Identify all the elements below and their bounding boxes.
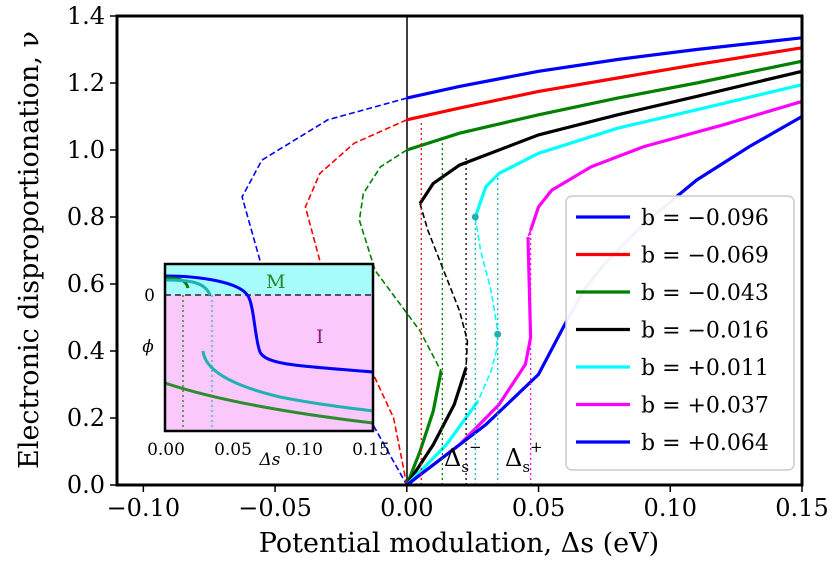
inset-xlabel: Δs — [258, 450, 280, 470]
inset-xtick-label: 0.10 — [285, 440, 323, 460]
x-tick-label: −0.10 — [107, 494, 181, 522]
series-stable-branch — [418, 69, 802, 205]
inset-xtick-label: 0.00 — [147, 440, 185, 460]
x-tick-label: 0.00 — [380, 494, 433, 522]
series-stable-branch — [406, 36, 802, 100]
series-unstable-branch — [241, 97, 408, 485]
x-tick-label: 0.15 — [775, 494, 828, 522]
inset-xtick-label: 0.05 — [214, 440, 252, 460]
y-axis: 0.0 0.2 0.4 0.6 0.8 1.0 1.2 1.4 — [67, 2, 117, 499]
legend-label: b = +0.011 — [641, 356, 769, 381]
inset-insulator-region — [165, 295, 373, 431]
legend-label: b = +0.064 — [641, 431, 769, 456]
series-stable-branch — [529, 99, 802, 231]
series-unstable-branch — [358, 149, 442, 372]
inset-insulator-label: I — [316, 326, 324, 348]
legend-label: b = −0.096 — [641, 206, 769, 231]
inset-blue-curve — [165, 274, 373, 374]
x-tick-label: −0.05 — [238, 494, 312, 522]
series-lower-branch — [405, 400, 480, 485]
y-tick-label: 1.0 — [67, 136, 105, 164]
legend-label: b = −0.016 — [641, 319, 769, 344]
plot-area — [241, 16, 802, 485]
x-axis: −0.10 −0.05 0.00 0.05 0.10 0.15 — [107, 485, 829, 522]
turning-point-marker — [494, 330, 502, 338]
turning-point-marker — [471, 213, 479, 221]
y-axis-title: Electronic disproportionation, ν — [14, 31, 45, 469]
legend-label: b = +0.037 — [641, 394, 769, 419]
inset-metal-region — [165, 264, 373, 295]
inset-cyan-curve-bottom — [201, 350, 373, 413]
series-unstable-branch — [527, 230, 532, 238]
x-tick-label: 0.05 — [512, 494, 565, 522]
legend-label: b = −0.043 — [641, 281, 769, 306]
x-axis-title: Potential modulation, Δs (eV) — [259, 528, 659, 559]
inset-xtick-label: 0.15 — [352, 440, 390, 460]
y-tick-label: 0.0 — [67, 471, 105, 499]
series-stable-branch — [406, 59, 802, 152]
inset-ytick-label: 0 — [144, 286, 155, 306]
series-unstable-branch — [419, 203, 469, 368]
legend-label: b = −0.069 — [641, 244, 769, 269]
y-tick-label: 0.8 — [67, 203, 105, 231]
plot-frame — [115, 14, 804, 487]
y-tick-label: 0.2 — [67, 404, 105, 432]
series-unstable-branch — [304, 119, 408, 485]
y-tick-label: 0.6 — [67, 270, 105, 298]
y-tick-label: 0.4 — [67, 337, 105, 365]
series-lower-branch — [405, 370, 443, 485]
inset-green-curve-bottom — [165, 381, 373, 425]
x-tick-label: 0.10 — [644, 494, 697, 522]
inset-chart: M I 0 ϕ 0.00 0.05 0.10 0.15 Δs — [142, 262, 390, 470]
series-lower-branch — [405, 367, 468, 485]
series-stable-branch — [473, 83, 802, 218]
inset-frame — [163, 262, 375, 433]
y-tick-label: 1.4 — [67, 2, 105, 30]
inset-metal-label: M — [266, 271, 285, 293]
series-unstable-branch — [474, 216, 499, 402]
legend-box — [565, 195, 795, 471]
series-stable-branch — [406, 46, 802, 122]
inset-cyan-curve-top — [165, 278, 212, 296]
inset-ylabel: ϕ — [142, 337, 154, 357]
y-tick-label: 1.2 — [67, 69, 105, 97]
legend: b = −0.096 b = −0.069 b = −0.043 b = −0.016… — [565, 195, 795, 471]
